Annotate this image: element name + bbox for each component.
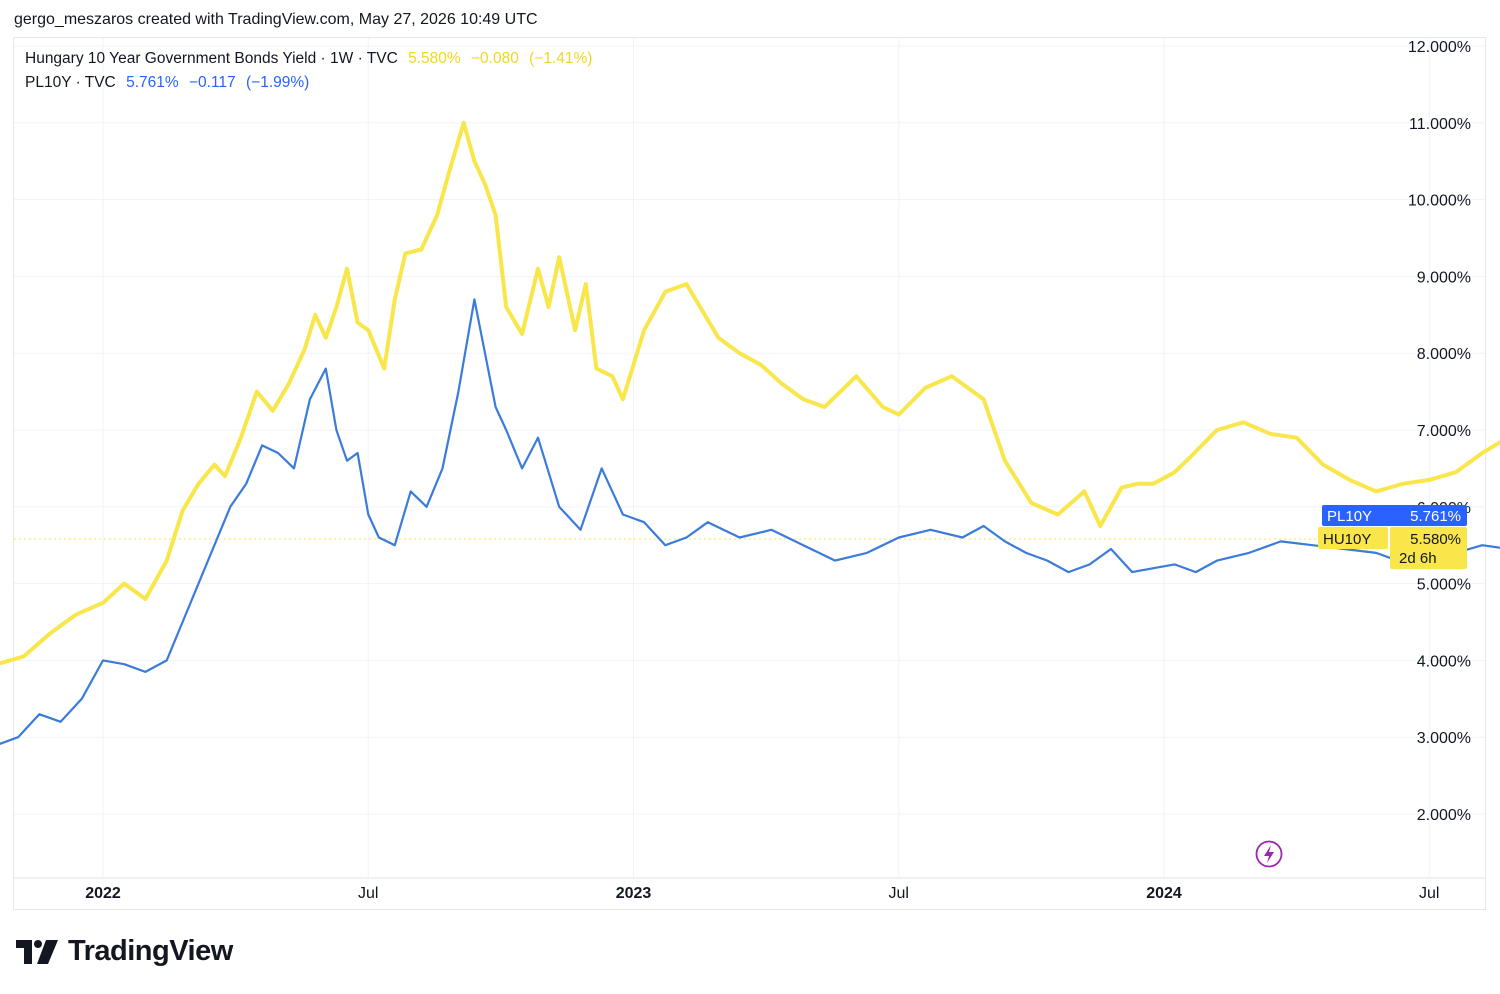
y-tick-label: 5.000% bbox=[1417, 577, 1471, 594]
legend-hu-value: 5.580% bbox=[408, 50, 461, 67]
pl10y-badge-label: PL10Y bbox=[1327, 508, 1372, 525]
x-tick-label: 2024 bbox=[1146, 885, 1182, 902]
x-tick-label: Jul bbox=[889, 885, 909, 902]
tradingview-logo-icon bbox=[16, 939, 58, 964]
y-tick-label: 3.000% bbox=[1417, 730, 1471, 747]
y-tick-label: 7.000% bbox=[1417, 423, 1471, 440]
legend-poland[interactable]: PL10Y · TVC 5.761% −0.117 (−1.99%) bbox=[25, 74, 315, 92]
x-axis: 2022Jul2023Jul2024Jul2025Jul2026Jul bbox=[14, 877, 1485, 902]
hu10y-badge-label: HU10Y bbox=[1323, 531, 1371, 548]
grid-lines bbox=[14, 38, 1485, 878]
tradingview-logo-text: TradingView bbox=[68, 935, 233, 967]
y-tick-label: 12.000% bbox=[1408, 39, 1471, 56]
pl10y-line[interactable] bbox=[0, 298, 1500, 814]
y-tick-label: 2.000% bbox=[1417, 807, 1471, 824]
legend-hu-change-pct: (−1.41%) bbox=[529, 50, 593, 67]
y-tick-label: 10.000% bbox=[1408, 193, 1471, 210]
chart-credit: gergo_meszaros created with TradingView.… bbox=[14, 11, 538, 28]
hu10y-line[interactable] bbox=[0, 120, 1500, 730]
x-tick-label: 2022 bbox=[85, 885, 121, 902]
x-tick-label: 2023 bbox=[616, 885, 652, 902]
hu10y-badge-value: 5.580% bbox=[1410, 531, 1461, 548]
hu10y-badge-countdown: 2d 6h bbox=[1399, 550, 1437, 567]
legend-pl-change: −0.117 bbox=[188, 74, 236, 91]
legend-pl-change-pct: (−1.99%) bbox=[245, 74, 310, 91]
lightning-icon[interactable] bbox=[1255, 840, 1283, 868]
x-tick-label: Jul bbox=[1419, 885, 1439, 902]
y-tick-label: 11.000% bbox=[1409, 116, 1471, 133]
pl10y-badge-value: 5.761% bbox=[1410, 508, 1461, 525]
hu10y-price-badge: HU10Y 5.580% 2d 6h bbox=[1318, 527, 1467, 569]
x-tick-label: Jul bbox=[358, 885, 378, 902]
y-axis: 2.000%3.000%4.000%5.000%6.000%7.000%8.00… bbox=[1408, 39, 1471, 824]
pl10y-price-badge: PL10Y 5.761% bbox=[1322, 505, 1467, 526]
legend-hungary[interactable]: Hungary 10 Year Government Bonds Yield ·… bbox=[25, 50, 598, 68]
chart-frame bbox=[13, 37, 1486, 910]
y-tick-label: 4.000% bbox=[1417, 653, 1471, 670]
legend-hu-change: −0.080 bbox=[470, 50, 519, 67]
legend-pl-value: 5.761% bbox=[126, 74, 179, 91]
y-tick-label: 8.000% bbox=[1417, 346, 1471, 363]
legend-pl-name: PL10Y · TVC bbox=[25, 74, 116, 91]
legend-hu-name: Hungary 10 Year Government Bonds Yield ·… bbox=[25, 50, 398, 67]
y-tick-label: 9.000% bbox=[1417, 269, 1471, 286]
series-lines bbox=[0, 120, 1500, 814]
tradingview-logo[interactable]: TradingView bbox=[16, 935, 233, 968]
